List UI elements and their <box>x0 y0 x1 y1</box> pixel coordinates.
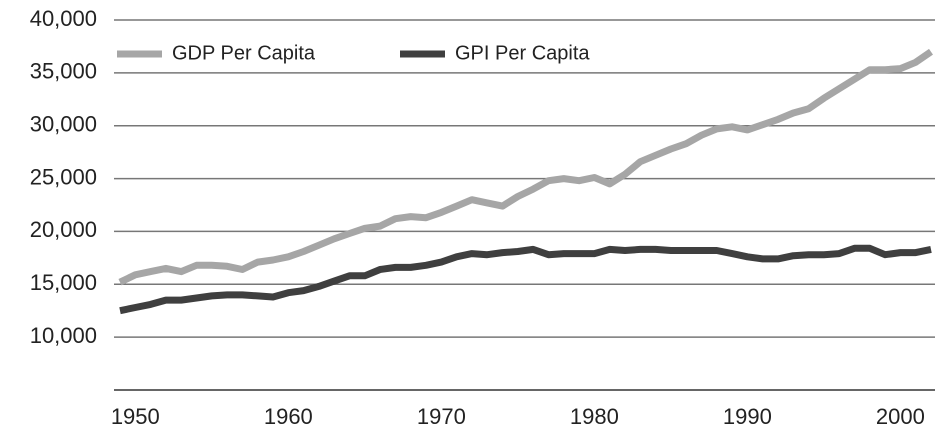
y-tick-label: 25,000 <box>30 164 97 189</box>
y-tick-label: 10,000 <box>30 323 97 348</box>
x-tick-label: 1970 <box>417 404 466 429</box>
x-tick-label: 1960 <box>264 404 313 429</box>
series-line <box>119 244 932 315</box>
legend-label: GPI Per Capita <box>455 42 590 64</box>
x-tick-label: 2000 <box>876 404 925 429</box>
y-tick-label: 15,000 <box>30 270 97 295</box>
x-tick-label: 1950 <box>111 404 160 429</box>
y-tick-label: 30,000 <box>30 112 97 137</box>
y-tick-label: 20,000 <box>30 217 97 242</box>
x-tick-label: 1980 <box>570 404 619 429</box>
legend-label: GDP Per Capita <box>172 42 316 64</box>
x-tick-label: 1990 <box>723 404 772 429</box>
y-tick-label: 35,000 <box>30 59 97 84</box>
y-tick-label: 40,000 <box>30 6 97 31</box>
series-line <box>118 48 933 286</box>
